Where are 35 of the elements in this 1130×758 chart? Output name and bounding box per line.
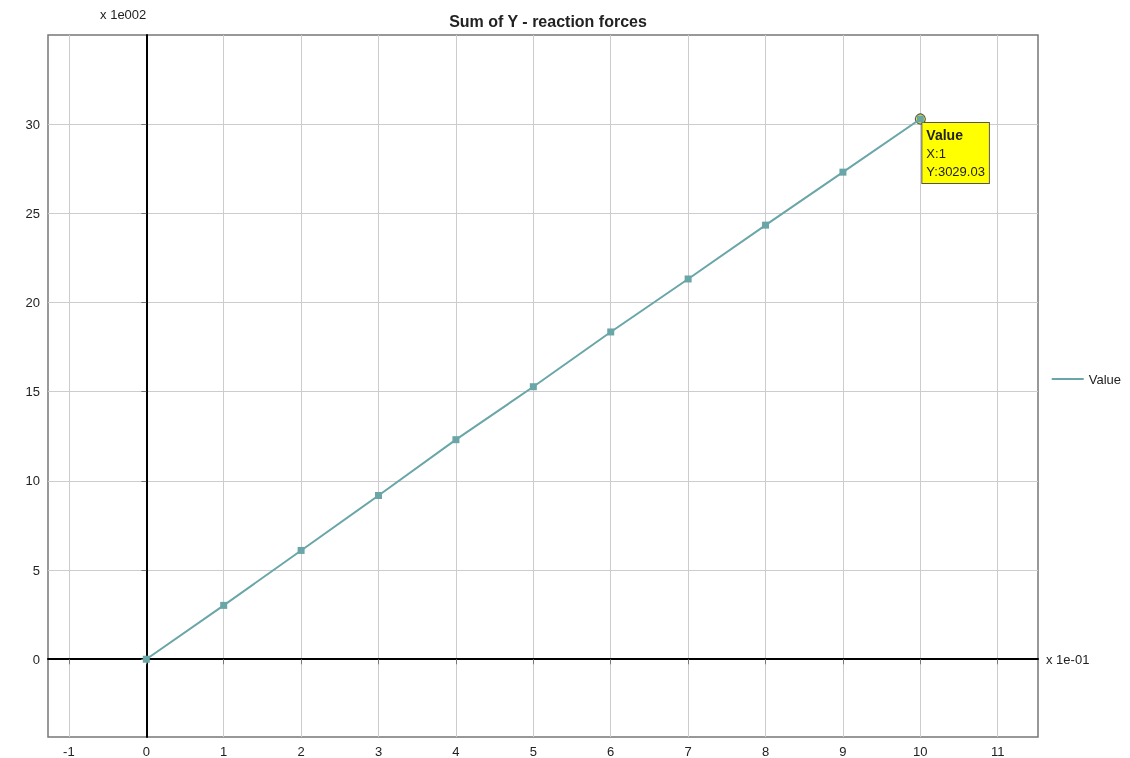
y-axis-title: x 1e002	[100, 7, 147, 22]
x-tick-label: 4	[452, 744, 460, 758]
point	[607, 328, 615, 336]
y-tick-label: 20	[25, 295, 40, 311]
y-tick-label: 5	[32, 562, 40, 578]
point	[452, 436, 460, 444]
point	[529, 383, 537, 391]
x-tick-label: 8	[761, 744, 770, 758]
legend-label: Value	[1088, 371, 1122, 387]
x-tick-label: 0	[142, 744, 150, 758]
x-tick-label: 2	[297, 744, 305, 758]
point	[375, 492, 383, 500]
x-tick-label: 6	[607, 744, 615, 758]
point	[684, 275, 692, 283]
x-tick-label: 1	[220, 744, 228, 758]
point	[142, 655, 150, 663]
x-tick-label: 5	[529, 744, 537, 758]
point	[297, 546, 305, 554]
y-tick-label: 30	[25, 116, 40, 132]
y-tick-label: 0	[32, 651, 40, 667]
x-tick-label: 9	[839, 744, 847, 758]
x-tick-label: -1	[63, 744, 75, 758]
x-tick-label: 10	[913, 744, 928, 758]
point	[220, 601, 228, 609]
y-tick-label: 10	[25, 473, 40, 489]
chart-title: Sum of Y - reaction forces	[449, 12, 647, 30]
y-tick-label: 25	[25, 205, 40, 221]
x-tick-label: 7	[684, 744, 692, 758]
point	[839, 168, 847, 176]
point	[762, 221, 770, 229]
x-axis-title: x 1e-01	[1046, 651, 1090, 667]
x-tick-label: 11	[991, 744, 1005, 758]
annotation: Value X:1 Y:3029.03	[926, 127, 985, 179]
x-tick-label: 3	[374, 744, 383, 758]
y-tick-label: 15	[25, 384, 40, 400]
